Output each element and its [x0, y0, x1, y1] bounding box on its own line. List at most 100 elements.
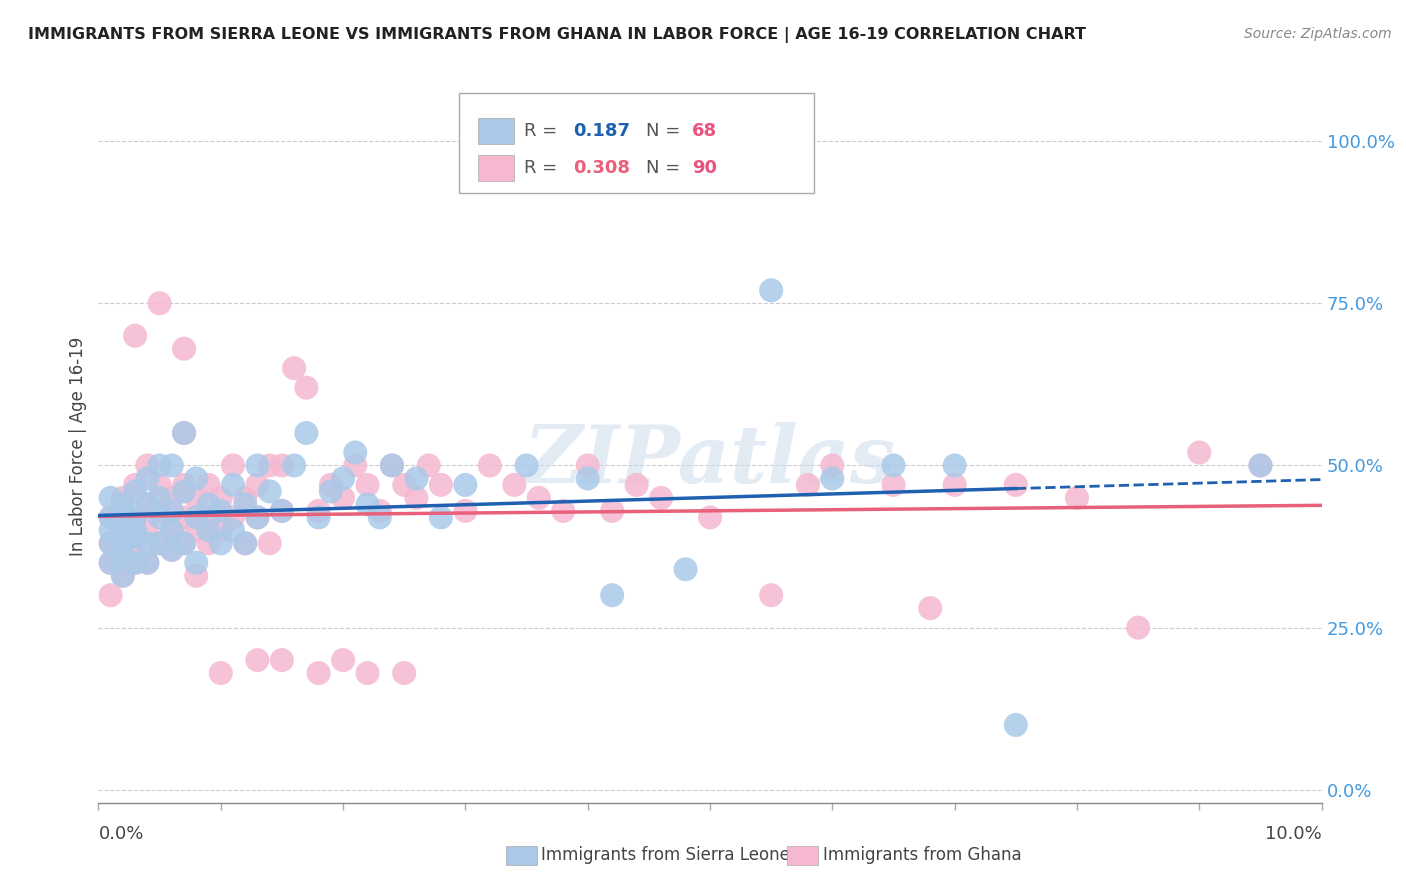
Point — [600, 588, 623, 602]
Point — [173, 425, 195, 440]
Point — [1066, 491, 1088, 505]
Point — [136, 556, 159, 570]
Text: R =: R = — [524, 122, 562, 140]
Point — [149, 536, 172, 550]
Point — [209, 491, 232, 505]
Point — [111, 549, 134, 564]
Point — [222, 510, 245, 524]
Point — [246, 510, 269, 524]
Point — [1249, 458, 1271, 473]
Point — [319, 478, 342, 492]
Point — [124, 328, 146, 343]
Point — [111, 504, 134, 518]
Point — [1128, 621, 1150, 635]
Text: 0.308: 0.308 — [574, 160, 630, 178]
Point — [160, 491, 183, 505]
Point — [209, 504, 232, 518]
Text: Immigrants from Sierra Leone: Immigrants from Sierra Leone — [541, 847, 790, 864]
Point — [160, 458, 183, 473]
Point — [124, 510, 146, 524]
Point — [283, 458, 305, 473]
Point — [222, 478, 245, 492]
Point — [943, 458, 966, 473]
Point — [356, 478, 378, 492]
Point — [516, 458, 538, 473]
Point — [136, 497, 159, 511]
Point — [392, 666, 416, 681]
Point — [100, 491, 122, 505]
Point — [197, 536, 219, 550]
Point — [124, 536, 146, 550]
Point — [173, 342, 195, 356]
Point — [454, 504, 477, 518]
Point — [149, 458, 172, 473]
Point — [136, 524, 159, 538]
Point — [149, 504, 172, 518]
Point — [308, 510, 330, 524]
Text: 0.0%: 0.0% — [98, 825, 143, 843]
Point — [246, 510, 269, 524]
Point — [576, 458, 599, 473]
Point — [111, 568, 134, 582]
Point — [270, 458, 292, 473]
Point — [1188, 445, 1211, 459]
Point — [111, 568, 134, 582]
Point — [600, 504, 623, 518]
Point — [821, 471, 844, 485]
Point — [332, 653, 354, 667]
Point — [246, 653, 269, 667]
Point — [136, 497, 159, 511]
Point — [418, 458, 440, 473]
Point — [160, 542, 183, 557]
Point — [111, 491, 134, 505]
Point — [124, 510, 146, 524]
Text: Source: ZipAtlas.com: Source: ZipAtlas.com — [1244, 27, 1392, 41]
Point — [160, 524, 183, 538]
Point — [430, 478, 453, 492]
Point — [308, 504, 330, 518]
Point — [160, 542, 183, 557]
Point — [222, 524, 245, 538]
Point — [100, 510, 122, 524]
Point — [173, 425, 195, 440]
Point — [209, 666, 232, 681]
Point — [233, 491, 256, 505]
Point — [821, 458, 844, 473]
Point — [344, 445, 367, 459]
Point — [160, 504, 183, 518]
Point — [381, 458, 404, 473]
Text: 0.187: 0.187 — [574, 122, 630, 140]
Point — [576, 471, 599, 485]
Point — [454, 478, 477, 492]
Text: R =: R = — [524, 160, 562, 178]
Point — [209, 536, 232, 550]
Point — [197, 510, 219, 524]
Point — [405, 471, 427, 485]
FancyBboxPatch shape — [478, 155, 515, 181]
Point — [186, 471, 208, 485]
Point — [368, 510, 391, 524]
Point — [332, 491, 354, 505]
Point — [149, 510, 172, 524]
Point — [124, 556, 146, 570]
Point — [173, 536, 195, 550]
Point — [186, 491, 208, 505]
Point — [920, 601, 942, 615]
Point — [111, 524, 134, 538]
Point — [233, 536, 256, 550]
Point — [1249, 458, 1271, 473]
Point — [797, 478, 820, 492]
Point — [111, 536, 134, 550]
Point — [186, 556, 208, 570]
Point — [136, 471, 159, 485]
Point — [186, 568, 208, 582]
Point — [626, 478, 648, 492]
Point — [173, 478, 195, 492]
Point — [197, 497, 219, 511]
Point — [405, 491, 427, 505]
Point — [259, 536, 281, 550]
Point — [160, 524, 183, 538]
Point — [186, 524, 208, 538]
Point — [136, 556, 159, 570]
Text: IMMIGRANTS FROM SIERRA LEONE VS IMMIGRANTS FROM GHANA IN LABOR FORCE | AGE 16-19: IMMIGRANTS FROM SIERRA LEONE VS IMMIGRAN… — [28, 27, 1085, 43]
